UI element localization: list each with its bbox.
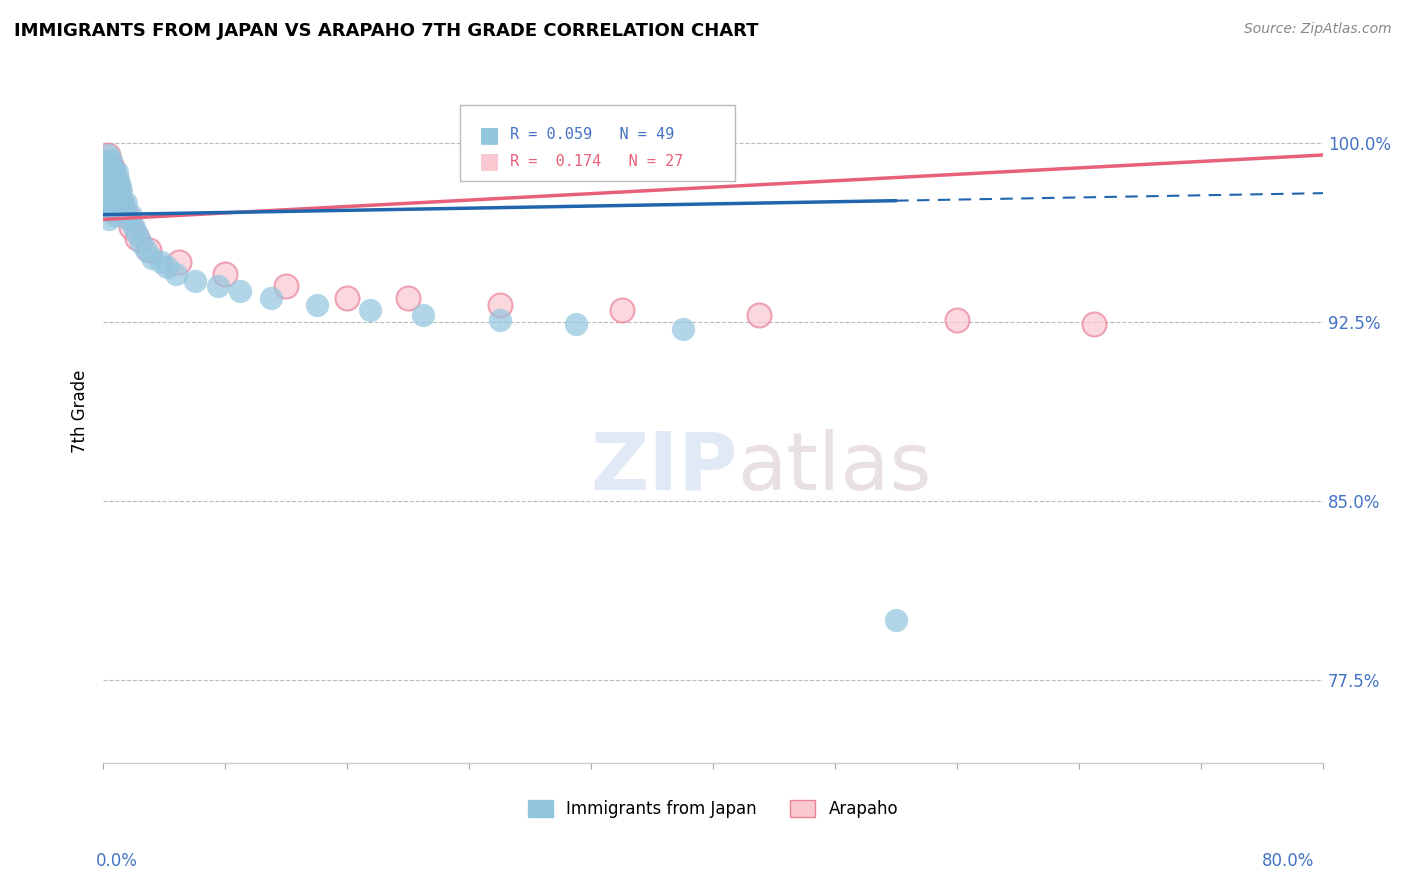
Point <box>98 160 121 174</box>
Point <box>672 322 695 336</box>
Point <box>101 184 124 198</box>
Point <box>101 160 124 174</box>
Point <box>169 255 191 269</box>
Point <box>125 231 148 245</box>
Point <box>117 212 139 227</box>
Point <box>120 208 142 222</box>
Point <box>93 171 115 186</box>
Point <box>104 171 127 186</box>
Text: ■: ■ <box>478 152 499 171</box>
Point <box>946 312 969 326</box>
Point <box>98 212 121 227</box>
Point <box>156 260 179 274</box>
Point <box>105 179 128 194</box>
Point <box>111 195 134 210</box>
Point <box>103 171 125 186</box>
Point <box>183 274 205 288</box>
Point <box>104 195 127 210</box>
Text: R = 0.059   N = 49: R = 0.059 N = 49 <box>509 128 673 142</box>
Point <box>214 267 236 281</box>
Point <box>110 195 132 210</box>
Point <box>104 188 127 202</box>
Point <box>565 318 588 332</box>
Point <box>107 171 129 186</box>
Point <box>150 255 173 269</box>
Text: 0.0%: 0.0% <box>96 852 138 870</box>
Point <box>115 195 138 210</box>
Point <box>100 202 122 217</box>
Point <box>125 227 148 241</box>
Point <box>884 613 907 627</box>
Point <box>260 291 283 305</box>
Point <box>229 284 252 298</box>
Point <box>97 148 120 162</box>
Point <box>100 153 122 167</box>
Point <box>101 160 124 174</box>
Point <box>97 164 120 178</box>
Point <box>129 236 152 251</box>
Point <box>100 171 122 186</box>
Point <box>114 202 136 217</box>
Point <box>96 188 118 202</box>
Point <box>110 184 132 198</box>
Point <box>93 171 115 186</box>
Point <box>165 267 187 281</box>
Point <box>305 298 328 312</box>
Point <box>103 208 125 222</box>
Point <box>97 179 120 194</box>
Point <box>359 303 381 318</box>
Point <box>100 195 122 210</box>
Point <box>98 164 121 178</box>
Point <box>120 219 142 234</box>
Text: R =  0.174   N = 27: R = 0.174 N = 27 <box>509 154 683 169</box>
Point <box>98 177 121 191</box>
Text: 80.0%: 80.0% <box>1263 852 1315 870</box>
Point <box>107 195 129 210</box>
Point <box>107 188 129 202</box>
Point <box>141 251 163 265</box>
Point <box>488 312 510 326</box>
Point <box>610 303 633 318</box>
Point <box>396 291 419 305</box>
Point <box>138 244 160 258</box>
Point <box>276 279 298 293</box>
Point <box>105 188 128 202</box>
Text: IMMIGRANTS FROM JAPAN VS ARAPAHO 7TH GRADE CORRELATION CHART: IMMIGRANTS FROM JAPAN VS ARAPAHO 7TH GRA… <box>14 22 759 40</box>
Legend: Immigrants from Japan, Arapaho: Immigrants from Japan, Arapaho <box>522 794 905 825</box>
Point <box>135 244 157 258</box>
Point <box>108 179 131 194</box>
Point <box>115 208 138 222</box>
Text: atlas: atlas <box>738 429 932 507</box>
Point <box>1083 318 1105 332</box>
Point <box>207 279 229 293</box>
Point <box>96 155 118 169</box>
Point <box>103 179 125 194</box>
Point <box>103 164 125 178</box>
Point <box>412 308 434 322</box>
Point <box>101 184 124 198</box>
Point <box>748 308 770 322</box>
Text: Source: ZipAtlas.com: Source: ZipAtlas.com <box>1244 22 1392 37</box>
Text: ZIP: ZIP <box>591 429 738 507</box>
Point <box>96 188 118 202</box>
Text: ■: ■ <box>478 125 499 145</box>
Point <box>105 164 128 178</box>
Point <box>488 298 510 312</box>
Point <box>336 291 359 305</box>
Point <box>122 219 145 234</box>
Y-axis label: 7th Grade: 7th Grade <box>72 369 89 453</box>
Point <box>97 148 120 162</box>
Point <box>97 195 120 210</box>
